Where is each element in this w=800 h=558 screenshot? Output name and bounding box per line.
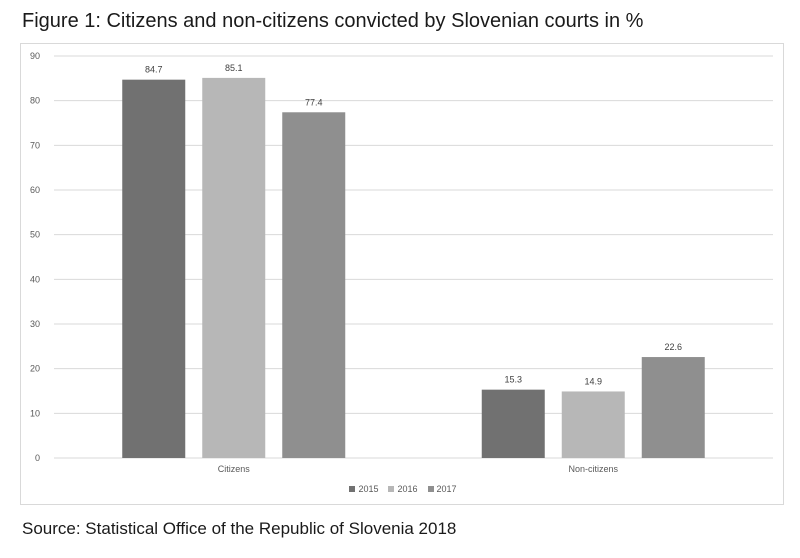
legend-label: 2015 <box>358 484 379 494</box>
chart-area: 0 10 20 30 40 50 60 70 80 90 84.7 85.1 77.4 Citizens 1… <box>20 43 784 505</box>
bar <box>481 389 545 458</box>
legend-swatch <box>349 486 356 492</box>
data-label: 84.7 <box>145 65 163 75</box>
legend-swatch <box>388 486 395 492</box>
y-tick-label: 30 <box>30 319 40 329</box>
chart-legend: 2015 2016 2017 <box>21 484 785 494</box>
data-label: 77.4 <box>305 97 323 107</box>
y-tick-label: 90 <box>30 51 40 61</box>
bar <box>561 391 625 458</box>
data-label: 85.1 <box>225 63 243 73</box>
data-label: 22.6 <box>664 342 682 352</box>
y-tick-label: 40 <box>30 274 40 284</box>
y-tick-label: 20 <box>30 364 40 374</box>
y-tick-label: 50 <box>30 230 40 240</box>
y-tick-label: 80 <box>30 96 40 106</box>
x-category-label: Non-citizens <box>568 464 618 474</box>
bar-chart: 0 10 20 30 40 50 60 70 80 90 84.7 85.1 77.4 Citizens 1… <box>30 51 773 474</box>
legend-item: 2015 <box>349 484 378 494</box>
data-label: 14.9 <box>584 376 602 386</box>
y-tick-label: 60 <box>30 185 40 195</box>
legend-item: 2016 <box>388 484 418 494</box>
bar <box>641 357 705 458</box>
legend-item: 2017 <box>427 484 457 494</box>
data-label: 15.3 <box>504 375 522 385</box>
y-tick-label: 10 <box>30 408 40 418</box>
figure-source: Source: Statistical Office of the Republ… <box>22 519 457 538</box>
legend-label: 2017 <box>436 484 457 494</box>
legend-swatch <box>427 486 434 492</box>
figure-title: Figure 1: Citizens and non-citizens conv… <box>22 10 644 32</box>
legend-label: 2016 <box>397 484 418 494</box>
x-category-label: Citizens <box>218 464 251 474</box>
y-tick-label: 0 <box>35 453 40 463</box>
bar <box>202 77 266 459</box>
bar <box>282 112 346 458</box>
y-tick-label: 70 <box>30 140 40 150</box>
bar <box>122 79 186 458</box>
